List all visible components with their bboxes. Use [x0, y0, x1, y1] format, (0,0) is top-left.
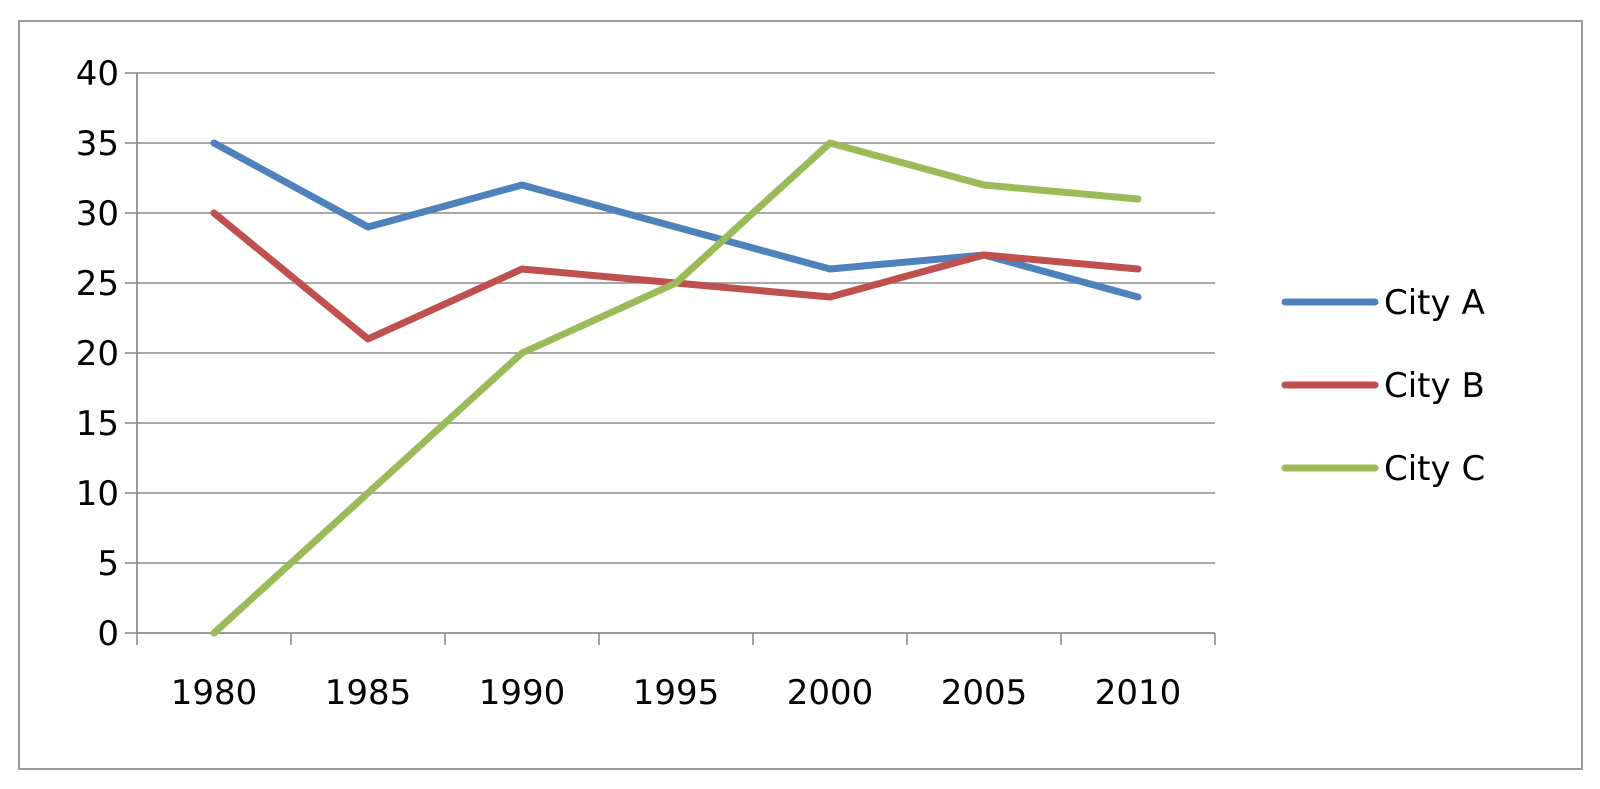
- legend: City A City B City C: [1281, 283, 1485, 489]
- series-line-city-b: [210, 209, 1142, 343]
- y-tick-label: 10: [76, 474, 119, 514]
- y-tick-label: 0: [97, 614, 119, 654]
- legend-label-city-b: City B: [1384, 366, 1485, 406]
- legend-label-city-a: City A: [1384, 283, 1485, 323]
- y-tick-label: 5: [97, 544, 119, 584]
- y-tick-label: 40: [76, 54, 119, 94]
- y-tick-label: 35: [76, 124, 119, 164]
- legend-label-city-c: City C: [1384, 449, 1485, 489]
- x-tick-label: 1995: [633, 673, 720, 713]
- y-tick-label: 30: [76, 194, 119, 234]
- axes: 0 5 10 15 20 25 30 35 40 1980 1985 1990 1995 2000 2005…: [76, 54, 1216, 713]
- x-tick-label: 2005: [941, 673, 1028, 713]
- x-tick-label: 2000: [787, 673, 874, 713]
- series-line-city-c: [210, 139, 1142, 637]
- x-tick-label: 2010: [1095, 673, 1182, 713]
- y-tick-label: 15: [76, 404, 119, 444]
- x-tick-label: 1990: [479, 673, 566, 713]
- gridlines: [137, 72, 1215, 564]
- y-tick-label: 25: [76, 264, 119, 304]
- x-tick-label: 1985: [325, 673, 412, 713]
- y-tick-label: 20: [76, 334, 119, 374]
- series-lines: [210, 139, 1142, 637]
- chart-frame: [18, 20, 1583, 770]
- x-tick-label: 1980: [171, 673, 258, 713]
- series-line-city-a: [210, 139, 1142, 301]
